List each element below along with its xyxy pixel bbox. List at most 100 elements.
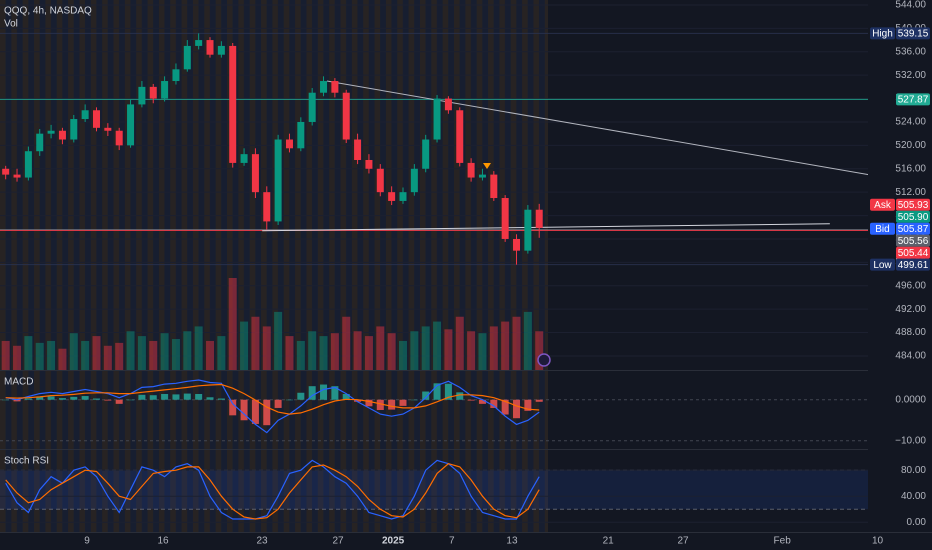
volume-bar xyxy=(274,311,283,370)
candle-body xyxy=(263,192,271,222)
x-tick-label: 16 xyxy=(157,536,169,547)
stoch-k-line xyxy=(5,459,540,520)
volume-bar xyxy=(47,340,56,370)
price-label-name: Low xyxy=(873,260,892,271)
volume-bar xyxy=(376,326,385,370)
x-tick-label: 13 xyxy=(506,536,518,547)
macd-histogram-bar xyxy=(513,399,521,419)
y-tick-label: 544.00 xyxy=(895,0,926,11)
price-label-box xyxy=(896,246,930,259)
macd-histogram-bar xyxy=(240,399,248,421)
macd-histogram-bar xyxy=(467,399,475,401)
macd-histogram-bar xyxy=(274,399,282,408)
volume-bar xyxy=(171,339,180,370)
price-axis: 484.00488.00492.00496.00500.00504.00508.… xyxy=(868,0,932,532)
candle-body xyxy=(365,159,373,169)
volume-bar xyxy=(240,321,249,370)
macd-histogram-bar xyxy=(58,398,66,400)
candle-body xyxy=(81,110,89,120)
macd-histogram-bar xyxy=(92,398,100,400)
macd-histogram-bar xyxy=(206,397,214,400)
volume-bar xyxy=(467,331,476,370)
candle-body xyxy=(115,130,123,146)
y-tick-label: 0.00 xyxy=(907,517,927,528)
volume-bar xyxy=(58,348,67,370)
price-label-value: 505.87 xyxy=(898,224,929,235)
macd-histogram-bar xyxy=(47,396,55,400)
price-label-value: 539.15 xyxy=(898,28,929,39)
volume-bar xyxy=(103,345,112,370)
y-tick-label: 80.00 xyxy=(901,465,926,476)
candle-body xyxy=(490,174,498,199)
volume-bar xyxy=(319,336,328,370)
event-icon[interactable] xyxy=(537,353,551,367)
macd-histogram-bar xyxy=(36,396,44,400)
y-tick-label: 512.00 xyxy=(895,187,926,198)
candle-body xyxy=(513,238,521,251)
volume-bar xyxy=(69,333,78,370)
volume-bar xyxy=(535,331,544,370)
price-label-box xyxy=(896,234,930,247)
candle-body xyxy=(274,139,282,222)
macd-histogram-bar xyxy=(161,393,169,400)
candle-body xyxy=(92,110,100,128)
x-tick-label: 23 xyxy=(256,536,268,547)
macd-histogram-bar xyxy=(331,386,339,400)
candle-body xyxy=(206,40,214,55)
y-tick-label: 536.00 xyxy=(895,46,926,57)
plot-layer: 9 16 23 27 2025 7 13 21 27 Feb 10 xyxy=(0,4,884,547)
candle-body xyxy=(127,104,135,146)
volume-bar xyxy=(296,340,305,370)
price-label-box xyxy=(896,258,930,271)
price-label-box xyxy=(896,198,930,211)
volume-bar xyxy=(24,336,33,370)
candle-body xyxy=(183,45,191,70)
y-tick-label: 484.00 xyxy=(895,351,926,362)
candle-body xyxy=(58,130,66,140)
volume-bar xyxy=(342,316,351,370)
volume-bar xyxy=(81,340,90,370)
price-label-value: 505.90 xyxy=(898,212,929,223)
y-tick-label: 488.00 xyxy=(895,327,926,338)
volume-bar xyxy=(13,345,22,370)
y-tick-label: 532.00 xyxy=(895,70,926,81)
volume-bar xyxy=(308,331,317,370)
price-label-box xyxy=(896,93,930,106)
volume-bar xyxy=(444,329,453,370)
volume-bar xyxy=(285,336,294,370)
macd-histogram-bar xyxy=(444,383,452,400)
macd-histogram-bar xyxy=(24,398,32,400)
macd-histogram-bar xyxy=(422,391,430,400)
macd-histogram-bar xyxy=(320,384,328,400)
volume-bar xyxy=(194,326,203,370)
price-label-name: High xyxy=(872,28,893,39)
candle-body xyxy=(399,192,407,201)
y-tick-label: 496.00 xyxy=(895,280,926,291)
macd-histogram-bar xyxy=(217,398,225,400)
volume-bar xyxy=(228,278,237,370)
candle-body xyxy=(251,154,259,193)
price-label-value: 505.56 xyxy=(898,236,929,247)
candle-body xyxy=(331,81,339,93)
candle-body xyxy=(433,98,441,140)
candle-body xyxy=(354,139,362,160)
macd-histogram-bar xyxy=(376,399,384,410)
price-label-box xyxy=(896,27,930,40)
candle-body xyxy=(342,92,350,140)
candle-body xyxy=(24,151,32,178)
candle-body xyxy=(285,139,293,149)
volume-bar xyxy=(455,316,464,370)
x-tick-label: 2025 xyxy=(382,536,405,547)
macd-histogram-bar xyxy=(524,399,532,411)
x-tick-label: 27 xyxy=(677,536,689,547)
candle-body xyxy=(149,86,157,99)
candle-body xyxy=(161,81,169,99)
price-label-tag xyxy=(870,27,895,40)
candle-body xyxy=(36,133,44,152)
volume-bar xyxy=(421,326,430,370)
volume-bar xyxy=(217,336,226,370)
volume-bar xyxy=(137,336,146,370)
volume-bar xyxy=(183,331,192,370)
candle-body xyxy=(456,110,464,163)
